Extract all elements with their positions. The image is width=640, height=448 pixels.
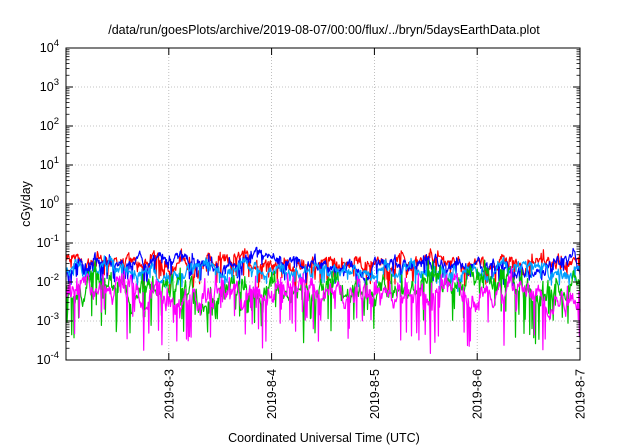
series-group	[65, 246, 581, 354]
y-tick-label: 10-4	[37, 350, 59, 367]
y-tick-label: 103	[40, 77, 59, 94]
x-tick-label: 2019-8-6	[471, 369, 485, 419]
chart-title: /data/run/goesPlots/archive/2019-08-07/0…	[108, 23, 540, 37]
y-tick-label: 104	[40, 38, 59, 55]
grid	[66, 48, 580, 360]
y-axis: 10-4 10-3 10-2 10-1 100 101 102 103 104	[37, 38, 580, 367]
x-tick-label: 2019-8-7	[574, 369, 588, 419]
series-line-5	[65, 266, 581, 354]
y-tick-label: 102	[40, 116, 59, 133]
y-axis-label: cGy/day	[19, 180, 33, 227]
x-tick-label: 2019-8-4	[265, 369, 279, 419]
y-tick-label: 10-1	[37, 233, 59, 250]
y-tick-label: 10-2	[37, 272, 59, 289]
x-tick-label: 2019-8-3	[162, 369, 176, 419]
series-line-3	[65, 255, 581, 293]
x-axis-label: Coordinated Universal Time (UTC)	[228, 431, 420, 445]
x-tick-label: 2019-8-5	[368, 369, 382, 419]
y-tick-label: 100	[40, 194, 59, 211]
y-tick-label: 10-3	[37, 311, 59, 328]
x-axis: 2019-8-3 2019-8-4 2019-8-5 2019-8-6 2019-8-7	[162, 48, 588, 419]
y-tick-label: 101	[40, 155, 59, 172]
